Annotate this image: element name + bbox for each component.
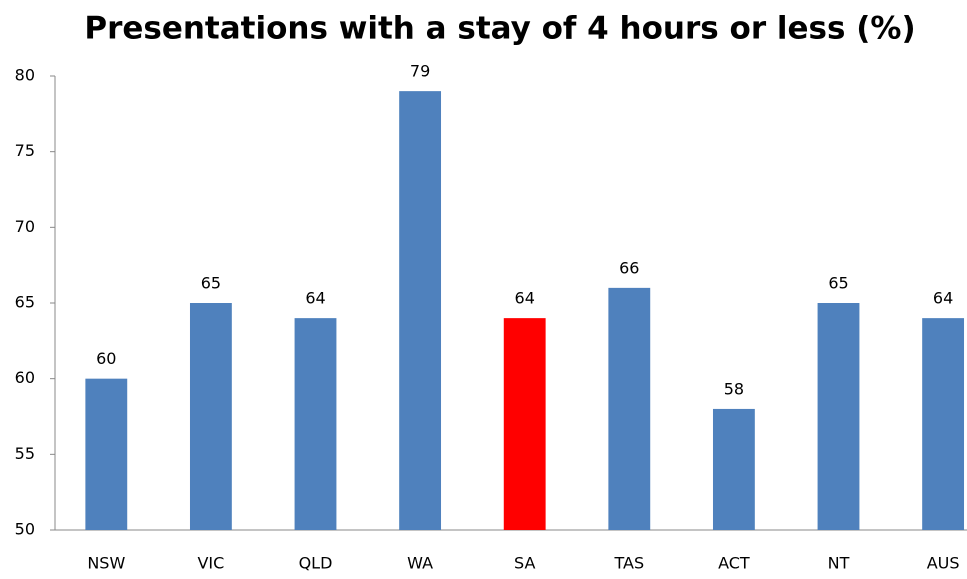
data-label: 58 [724, 379, 744, 398]
x-tick-label: NSW [87, 554, 125, 573]
bar [922, 318, 965, 530]
y-tick-label: 65 [15, 293, 35, 312]
bar [608, 287, 651, 530]
bar [503, 318, 546, 530]
x-tick-label: SA [514, 554, 535, 573]
x-tick-label: TAS [613, 554, 644, 573]
bar [399, 91, 442, 530]
y-tick-label: 75 [15, 141, 35, 160]
x-tick-label: ACT [718, 554, 750, 573]
y-tick-label: 70 [15, 217, 35, 236]
data-label: 64 [933, 289, 953, 308]
y-tick-label: 80 [15, 66, 35, 85]
data-label: 79 [410, 62, 430, 81]
x-tick-label: VIC [197, 554, 224, 573]
data-label: 66 [619, 258, 639, 277]
x-tick-label: AUS [927, 554, 960, 573]
data-label: 65 [828, 274, 848, 293]
bar [189, 303, 232, 530]
x-tick-label: WA [407, 554, 433, 573]
y-tick-label: 50 [15, 520, 35, 539]
data-label: 65 [201, 274, 221, 293]
y-tick-label: 60 [15, 368, 35, 387]
bar [85, 378, 128, 530]
x-tick-label: NT [828, 554, 850, 573]
bar [294, 318, 337, 530]
x-tick-label: QLD [299, 554, 333, 573]
bar [712, 408, 755, 530]
bar [817, 303, 860, 530]
data-label: 60 [96, 349, 116, 368]
y-tick-label: 55 [15, 444, 35, 463]
data-label: 64 [305, 289, 325, 308]
data-label: 64 [515, 289, 535, 308]
chart-title: Presentations with a stay of 4 hours or … [84, 11, 915, 47]
